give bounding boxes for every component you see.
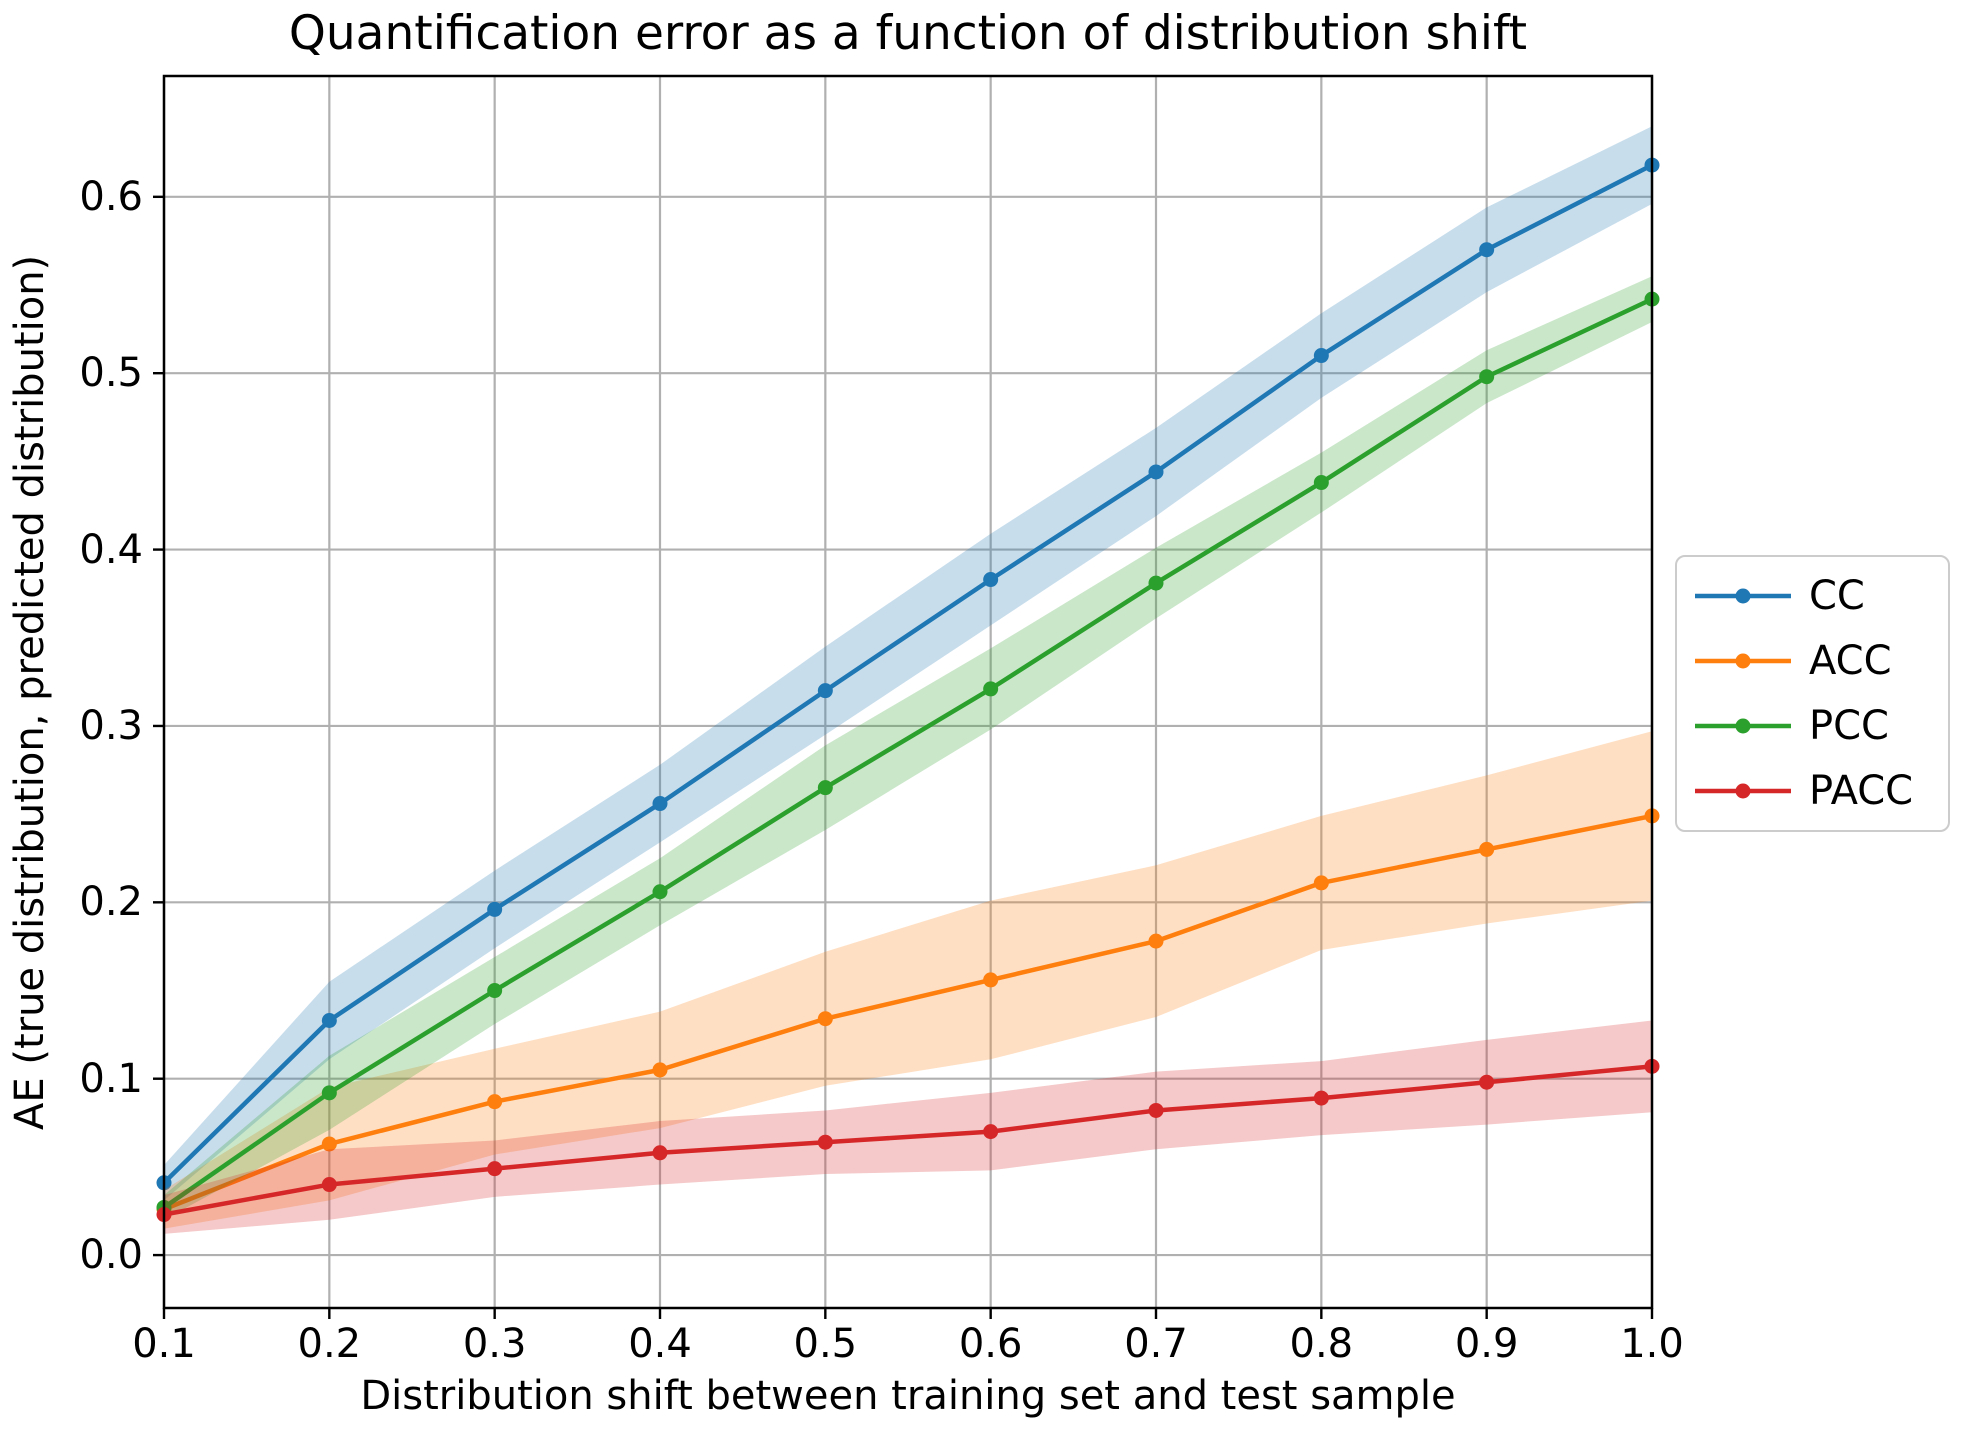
data-point-PACC (1148, 1102, 1164, 1118)
legend-entry-ACC: ACC (1693, 629, 1948, 694)
x-tick-label: 0.5 (793, 1321, 858, 1367)
legend-entry-CC: CC (1693, 564, 1948, 629)
series-line-CC (162, 163, 1654, 1185)
legend-marker (1735, 588, 1751, 604)
y-axis-label: AE (true distribution, predicted distrib… (7, 254, 53, 1130)
confidence-band-PACC (164, 1020, 1652, 1234)
legend-line-sample (1695, 653, 1791, 669)
data-point-CC (487, 901, 503, 917)
data-point-ACC (321, 1136, 337, 1152)
y-tick-label: 0.2 (79, 879, 143, 926)
confidence-band-PCC (164, 276, 1652, 1220)
data-point-PCC (983, 681, 999, 697)
legend-label: ACC (1809, 638, 1892, 684)
data-point-ACC (817, 1011, 833, 1027)
y-tick-label: 0.3 (79, 702, 143, 749)
data-point-CC (817, 683, 833, 699)
y-tick-label: 0.4 (79, 526, 143, 573)
x-tick-label: 0.8 (1289, 1321, 1354, 1367)
data-point-CC (1148, 464, 1164, 480)
confidence-band-ACC (164, 731, 1652, 1229)
data-point-ACC (983, 972, 999, 988)
y-tick-label: 0.6 (79, 173, 143, 220)
legend-line-sample (1695, 718, 1791, 734)
series-line-PCC (162, 297, 1653, 1210)
data-point-PCC (1313, 475, 1329, 491)
x-tick-label: 0.7 (1124, 1321, 1188, 1367)
x-tick-label: 0.1 (132, 1321, 196, 1367)
data-point-ACC (652, 1062, 668, 1078)
x-tick-label: 0.9 (1454, 1321, 1519, 1367)
data-point-CC (1313, 348, 1329, 364)
data-point-PCC (652, 884, 668, 900)
data-point-PCC (1148, 575, 1164, 591)
data-point-PCC (321, 1085, 337, 1101)
data-point-CC (1479, 242, 1495, 258)
data-point-ACC (487, 1094, 503, 1110)
data-point-PACC (321, 1177, 337, 1193)
data-point-CC (652, 796, 668, 812)
x-axis-label: Distribution shift between training set … (360, 1373, 1456, 1419)
data-point-PACC (487, 1161, 503, 1177)
legend-label: CC (1809, 573, 1865, 619)
confidence-band-CC (164, 126, 1652, 1201)
legend-entry-PACC: PACC (1693, 759, 1948, 824)
x-tick-label: 1.0 (1620, 1321, 1684, 1367)
data-point-PACC (983, 1124, 999, 1140)
y-tick-label: 0.0 (79, 1232, 143, 1279)
data-point-PCC (1479, 369, 1495, 385)
y-tick-label: 0.1 (79, 1055, 143, 1102)
data-point-PACC (1313, 1090, 1329, 1106)
legend-entry-PCC: PCC (1693, 694, 1948, 759)
data-point-CC (321, 1013, 337, 1029)
data-point-ACC (1313, 875, 1329, 891)
legend-label: PCC (1809, 703, 1889, 749)
data-point-PACC (1479, 1074, 1495, 1090)
data-point-CC (983, 572, 999, 588)
legend-marker (1735, 718, 1751, 734)
legend-line-sample (1695, 783, 1791, 799)
series-line-ACC (163, 813, 1653, 1212)
legend-line-sample (1695, 588, 1791, 604)
x-tick-label: 0.2 (297, 1321, 362, 1367)
data-point-ACC (1479, 841, 1495, 857)
data-point-PACC (817, 1134, 833, 1150)
chart-title: Quantification error as a function of di… (288, 6, 1528, 61)
legend-marker (1735, 653, 1751, 669)
x-tick-label: 0.6 (958, 1321, 1023, 1367)
legend-label: PACC (1809, 768, 1914, 814)
x-tick-label: 0.3 (462, 1321, 527, 1367)
data-point-PCC (817, 780, 833, 796)
series-line-PACC (163, 1064, 1653, 1217)
y-tick-label: 0.5 (79, 350, 143, 397)
data-point-PCC (487, 983, 503, 999)
data-point-ACC (1148, 933, 1164, 949)
legend-marker (1735, 783, 1751, 799)
x-tick-label: 0.4 (628, 1321, 692, 1367)
axes-spines (162, 74, 1654, 1310)
data-point-PACC (652, 1145, 668, 1161)
legend: CC ACC PCC PACC (1675, 555, 1950, 832)
